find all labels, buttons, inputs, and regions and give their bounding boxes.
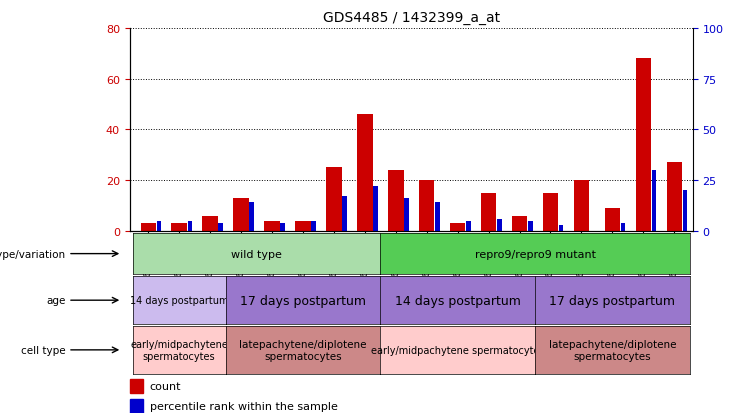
Bar (326, 168, 342, 231)
Bar (466, 221, 471, 231)
Bar (295, 221, 310, 231)
Bar (130, 379, 143, 393)
Bar (233, 198, 249, 231)
Bar (419, 180, 434, 231)
Text: age: age (46, 295, 65, 306)
Text: count: count (150, 381, 182, 391)
Bar (481, 193, 496, 231)
Text: 14 days postpartum: 14 days postpartum (130, 295, 228, 306)
Bar (311, 221, 316, 231)
Bar (265, 221, 280, 231)
Bar (141, 224, 156, 231)
Bar (636, 59, 651, 231)
Text: latepachytene/diplotene
spermatocytes: latepachytene/diplotene spermatocytes (548, 339, 676, 361)
Bar (435, 203, 439, 231)
Bar (202, 216, 218, 231)
Bar (250, 203, 254, 231)
Bar (667, 163, 682, 231)
Bar (621, 223, 625, 231)
Text: repro9/repro9 mutant: repro9/repro9 mutant (474, 249, 596, 259)
Text: 14 days postpartum: 14 days postpartum (395, 294, 521, 307)
Bar (651, 171, 657, 231)
Text: early/midpachytene
spermatocytes: early/midpachytene spermatocytes (130, 339, 228, 361)
Bar (171, 224, 187, 231)
Bar (342, 197, 347, 231)
Bar (219, 223, 223, 231)
Text: 17 days postpartum: 17 days postpartum (549, 294, 675, 307)
Bar (130, 399, 143, 413)
Text: 17 days postpartum: 17 days postpartum (240, 294, 366, 307)
Bar (605, 209, 620, 231)
Text: early/midpachytene spermatocytes: early/midpachytene spermatocytes (370, 345, 545, 355)
Bar (512, 216, 528, 231)
Bar (559, 225, 563, 231)
Title: GDS4485 / 1432399_a_at: GDS4485 / 1432399_a_at (322, 11, 500, 25)
Bar (542, 193, 558, 231)
Text: percentile rank within the sample: percentile rank within the sample (150, 401, 338, 411)
Bar (574, 180, 589, 231)
Bar (357, 115, 373, 231)
Text: genotype/variation: genotype/variation (0, 249, 65, 259)
Bar (528, 221, 533, 231)
Bar (497, 219, 502, 231)
Bar (280, 223, 285, 231)
Text: latepachytene/diplotene
spermatocytes: latepachytene/diplotene spermatocytes (239, 339, 367, 361)
Bar (682, 191, 687, 231)
Bar (187, 221, 192, 231)
Bar (404, 199, 409, 231)
Bar (373, 187, 378, 231)
Bar (388, 171, 404, 231)
Text: wild type: wild type (231, 249, 282, 259)
Text: cell type: cell type (21, 345, 65, 355)
Bar (156, 221, 162, 231)
Bar (450, 224, 465, 231)
